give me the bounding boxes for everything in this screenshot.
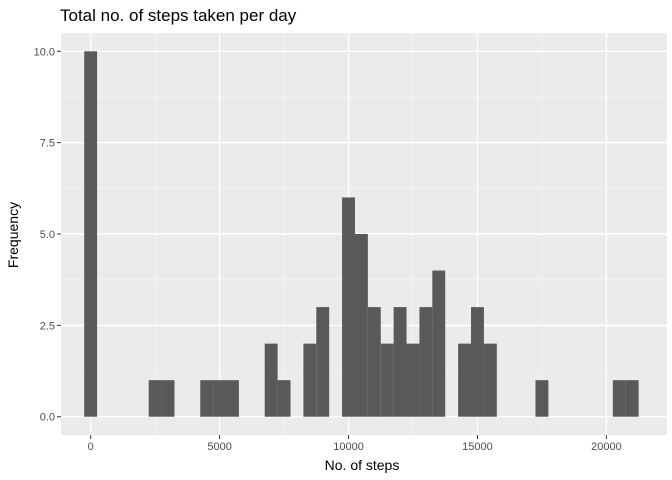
- histogram-bar: [612, 380, 626, 417]
- histogram-bar: [200, 380, 214, 417]
- y-tick-label: 10.0: [34, 46, 55, 58]
- histogram-bar: [148, 380, 162, 417]
- histogram-bar: [367, 307, 381, 417]
- y-tick-label: 7.5: [40, 138, 55, 150]
- histogram-bar: [264, 343, 278, 417]
- y-tick-label: 2.5: [40, 320, 55, 332]
- x-tick-label: 15000: [462, 441, 493, 453]
- histogram-bar: [432, 270, 446, 417]
- histogram-bar: [277, 380, 291, 417]
- histogram-bar: [483, 343, 497, 417]
- histogram-bar: [303, 343, 317, 417]
- chart-title: Total no. of steps taken per day: [60, 6, 297, 25]
- histogram-bar: [161, 380, 175, 417]
- y-axis-title: Frequency: [5, 202, 21, 268]
- x-axis: 0 5000 10000 15000 20000: [88, 435, 622, 453]
- y-tick-label: 0.0: [40, 412, 55, 424]
- histogram-bar: [380, 343, 394, 417]
- histogram-bar: [342, 197, 355, 417]
- x-tick-label: 5000: [207, 441, 231, 453]
- histogram-bars: [84, 51, 639, 417]
- x-tick-label: 0: [88, 441, 94, 453]
- histogram-bar: [458, 343, 472, 417]
- histogram-bar: [213, 380, 227, 417]
- x-axis-title: No. of steps: [325, 457, 400, 473]
- histogram-bar: [535, 380, 549, 417]
- histogram-bar: [84, 51, 98, 417]
- y-tick-label: 5.0: [40, 229, 55, 241]
- histogram-bar: [316, 307, 330, 417]
- x-tick-label: 10000: [333, 441, 364, 453]
- y-axis: 0.0 2.5 5.0 7.5 10.0: [34, 46, 61, 424]
- histogram-bar: [393, 307, 407, 417]
- histogram-bar: [406, 343, 420, 417]
- histogram-bar: [625, 380, 639, 417]
- histogram-bar: [226, 380, 239, 417]
- histogram-bar: [354, 234, 368, 417]
- histogram-bar: [471, 307, 484, 417]
- x-tick-label: 20000: [591, 441, 622, 453]
- histogram-bar: [419, 307, 433, 417]
